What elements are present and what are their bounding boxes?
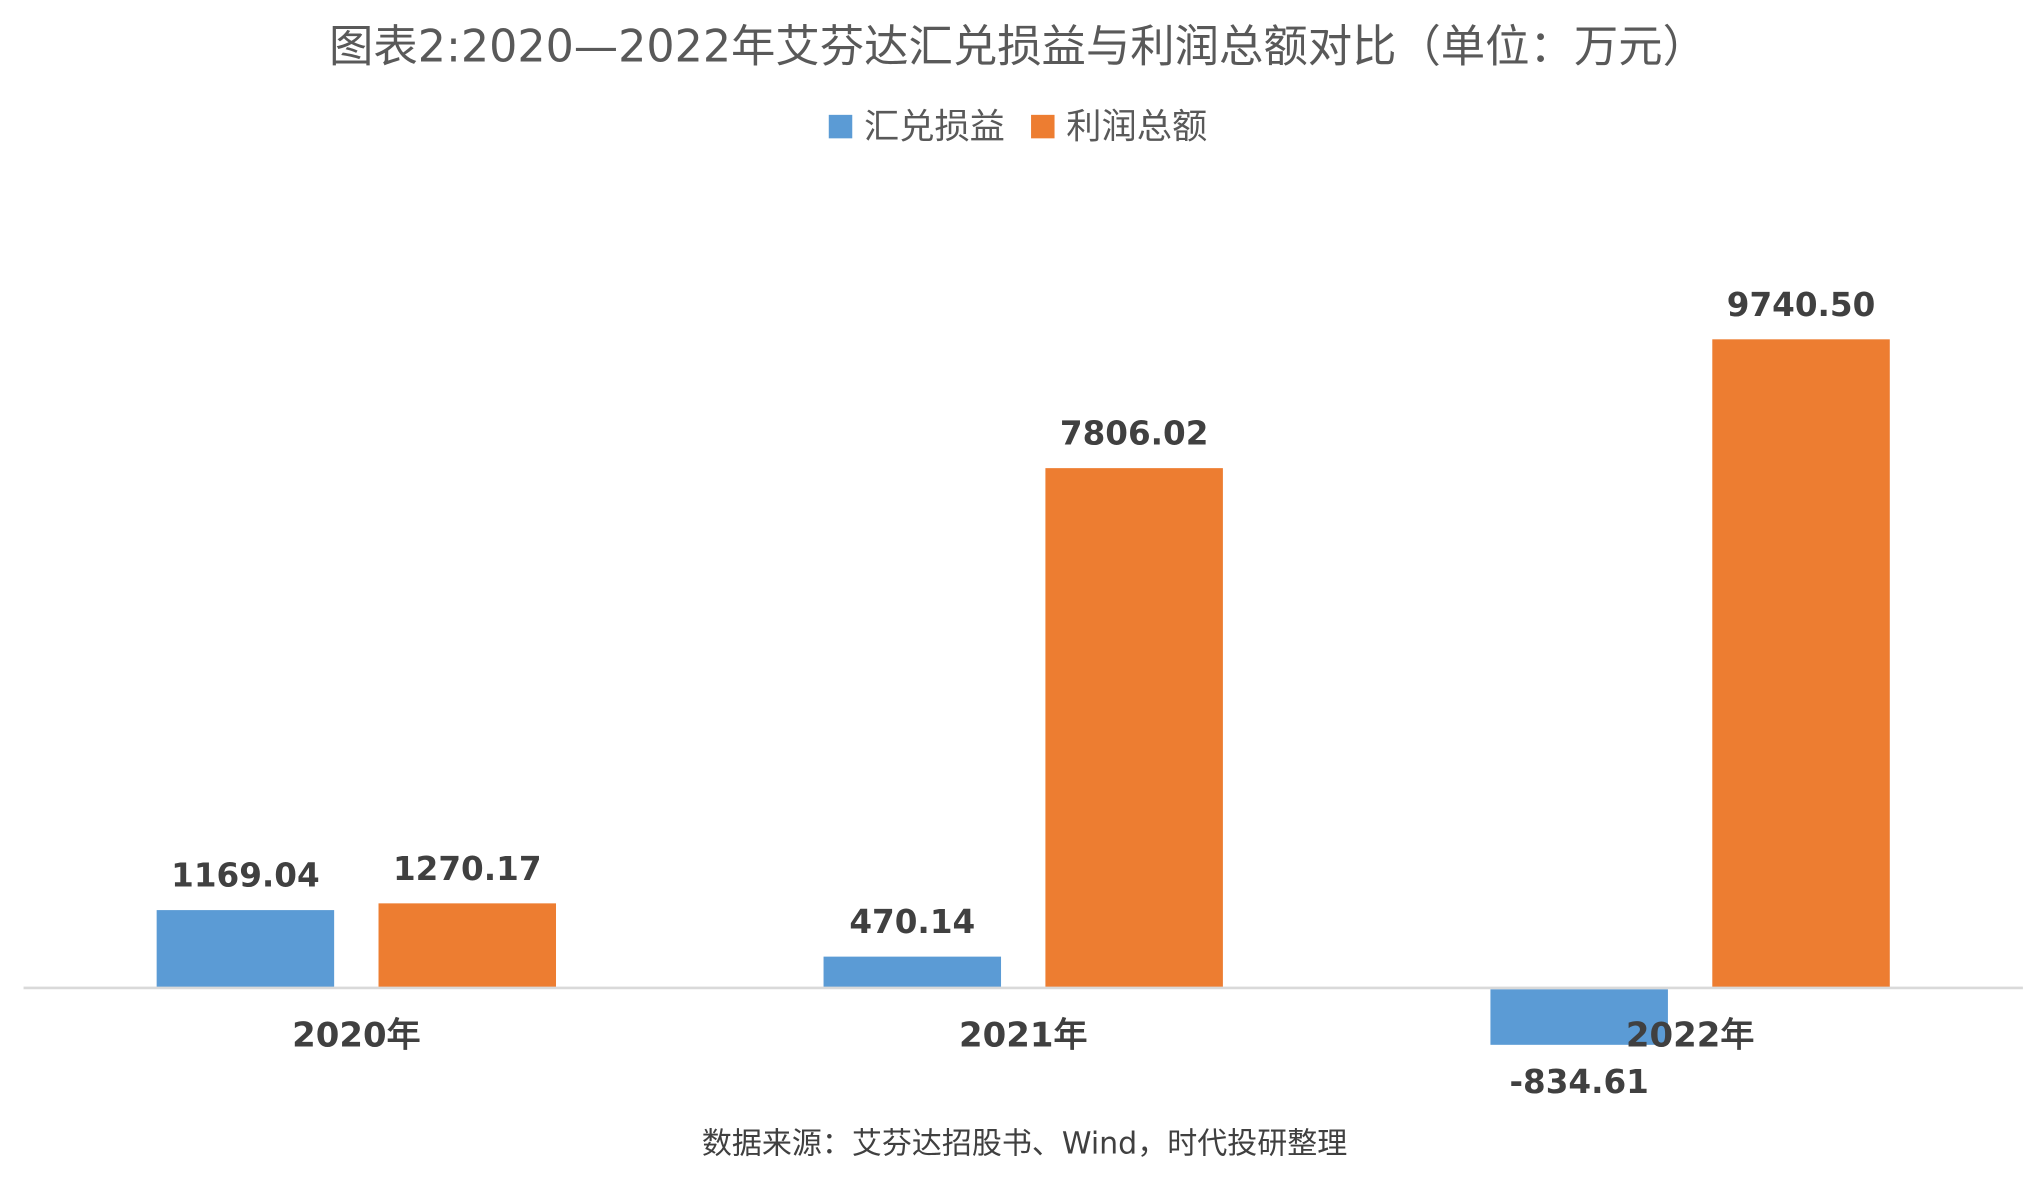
data-label: 1169.04	[171, 857, 320, 895]
legend-swatch-profit	[1031, 114, 1055, 139]
bar-profit-2020年	[378, 903, 557, 988]
bar-fx-2022年	[1490, 989, 1668, 1045]
data-label: 9740.50	[1727, 286, 1876, 324]
chart-title: 图表2:2020—2022年艾芬达汇兑损益与利润总额对比（单位：万元）	[329, 21, 1707, 72]
x-tick-label: 2021年	[959, 1017, 1087, 1056]
legend-label-profit: 利润总额	[1066, 106, 1207, 147]
bar-profit-2022年	[1712, 339, 1890, 988]
data-label: 7806.02	[1060, 415, 1209, 453]
bar-fx-2021年	[823, 956, 1002, 988]
x-tick-label: 2020年	[292, 1017, 420, 1056]
data-label: -834.61	[1509, 1063, 1648, 1101]
source-note: 数据来源：艾芬达招股书、Wind，时代投研整理	[702, 1127, 1347, 1162]
legend-label-fx: 汇兑损益	[864, 106, 1005, 147]
legend: 汇兑损益 利润总额	[828, 106, 1207, 147]
data-label: 1270.17	[393, 850, 542, 888]
x-tick-label: 2022年	[1626, 1017, 1754, 1056]
legend-swatch-fx	[828, 114, 853, 139]
bar-fx-2020年	[156, 910, 335, 988]
data-label: 470.14	[849, 903, 975, 941]
bar-profit-2021年	[1045, 468, 1223, 988]
